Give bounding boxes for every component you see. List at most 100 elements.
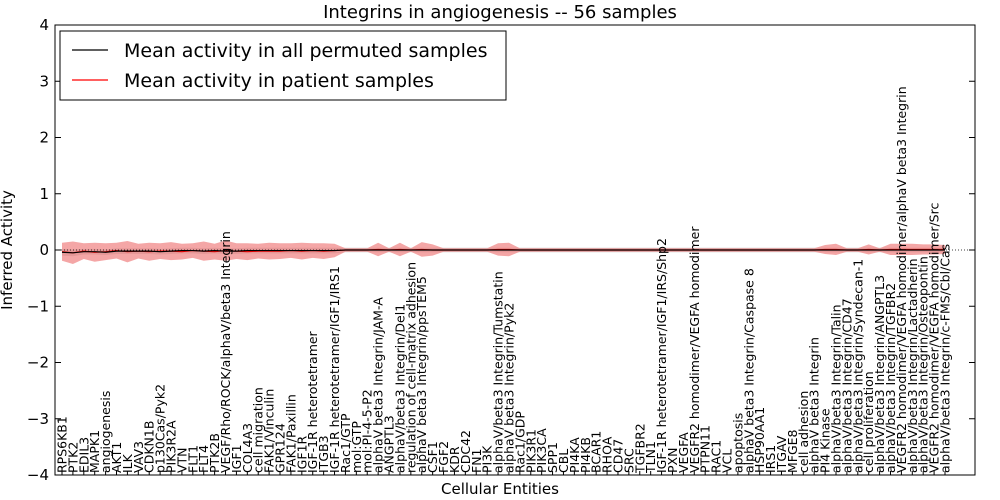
x-tick-label: GPR124 [273,423,288,473]
x-tick-label: ANGPTL3 [382,415,397,473]
y-tick-label: 2 [39,129,49,147]
x-tick-label: SRC [621,448,636,473]
confidence-bands [62,240,945,265]
x-tick-label: IRS1 [763,445,778,473]
x-tick-label: FGF2 [436,441,451,473]
x-tick-label: cell adhesion [796,391,811,473]
x-tick-label: CBL [556,449,571,473]
x-tick-label: alphaV beta3 Integrin/Caspase 8 [741,268,756,473]
x-tick-label: CDC42 [458,430,473,473]
x-tick-label: alphaV beta3 Integrin/JAM-A [371,297,386,473]
legend-label-patient: Mean activity in patient samples [124,70,434,92]
x-tick-label: cell migration [251,387,266,473]
x-tick-label: IGF-1R heterotetramer [305,330,320,473]
x-tick-label: PTPN11 [698,425,713,473]
x-tick-label: CSF1 [425,441,440,473]
x-tick-label: RAC1 [709,440,724,473]
x-tick-label: TLN1 [643,441,658,474]
x-tick-label: FLT1 [185,445,200,473]
x-tick-label: alphaV/beta3 Integrin/Syndecan-1 [850,259,865,473]
x-tick-label: VEGF/Rho/ROCK/alphaV/beta3 Integrin [218,231,233,473]
x-tick-label: Rac1/GDP [512,411,527,473]
x-tick-label: ITGAV [774,435,789,473]
x-tick-label: PI4 Kinase [818,408,833,473]
x-tick-label: PI4KA [567,437,582,473]
x-tick-label: FAK1/Paxillin [283,394,298,473]
x-tick-label: PXN [665,448,680,473]
x-tick-label: IGF-1R heterotetramer/IGF1/IRS/Shp2 [654,238,669,473]
x-tick-label: alphaV/beta3 Integrin/Talin [828,305,843,474]
x-tick-label: Rac1/GTP [338,413,353,473]
y-tick-label: 1 [39,185,49,203]
x-tick-label: COL4A3 [240,423,255,473]
permuted-mean-line [61,249,945,254]
x-tick-label: mol:GTP [349,421,364,473]
x-tick-label: PI3K [480,445,495,473]
x-tick-label: FAK1/Vinculin [262,389,277,473]
x-tick-label: VTN [174,447,189,473]
x-tick-label: VEGFR2 homodimer/VEGFA homodimer [687,226,702,473]
y-tick-label: 0 [39,241,49,259]
x-tick-label: alphaV/beta3 Integrin/Tumstatin [491,271,506,473]
x-tick-label: alphaV/beta3 Integrin/Osteopontin [916,256,931,473]
plot-frame [54,24,976,476]
x-tick-label: MAPK1 [87,430,102,473]
x-tick-label: mol:PI-4-5-P2 [360,389,375,473]
x-tick-label: MFGE8 [785,429,800,473]
x-tick-label: RHOA [600,436,615,473]
x-tick-label: alphaV/beta3 Integrin/ANGPTL3 [872,275,887,473]
x-tick-label: alphaV/beta3 Integrin/Lactadherin [905,258,920,473]
x-tick-label: EDIL3 [76,437,91,473]
x-tick-label: PIK3CA [534,428,549,473]
y-tick-label: 4 [39,16,49,34]
series-lines [61,248,945,254]
x-tick-label: IGF1 [229,444,244,473]
x-tick-label: p130Cas/Pyk2 [153,384,168,473]
patient-band [62,240,945,265]
x-tick-label: alphaV beta3 Integrin [807,337,822,473]
x-tick-label: AKT1 [109,442,124,473]
x-tick-label: VEGFR2 homodimer/VEGFA homodimer/Src [927,203,942,473]
x-tick-label: IGF-1R heterotetramer/IGF1/IRS1 [327,266,342,473]
x-tick-label: apoptosis [730,413,745,473]
x-tick-label: PI4KB [578,437,593,473]
x-tick-label: VCL [719,449,734,473]
y-tick-label: −1 [27,297,49,315]
x-tick-label: CDKN1B [142,421,157,473]
x-tick-label: VAV3 [131,441,146,473]
x-tick-label: FN1 [469,449,484,474]
y-tick-label: 3 [39,72,49,90]
x-tick-label: PIK3R2A [164,420,179,473]
x-tick-label: TGFBR2 [632,423,647,474]
x-axis-label: Cellular Entities [441,480,559,498]
x-tick-label: PTK2 [65,442,80,473]
y-tick-label: −4 [27,466,49,484]
legend-label-permuted: Mean activity in all permuted samples [124,40,487,62]
y-tick-label: −3 [27,410,49,428]
chart-title: Integrins in angiogenesis -- 56 samples [323,2,677,23]
x-tick-label: ITGB3 [316,435,331,473]
x-tick-label: alphaV/beta3 Integrin/Del1 [392,304,407,473]
x-tick-labels: RPS6KB1PTK2EDIL3MAPK1angiogenesisAKT1ILK… [55,86,953,474]
legend-box [59,30,507,101]
x-tick-label: alphaV/beta3 Integrin/TGFBR2 [883,283,898,473]
x-tick-label: alphaV beta3 Integrin/ppsTEM5 [414,276,429,473]
x-tick-label: regulation of cell-matrix adhesion [403,262,418,473]
x-tick-label: alphaV beta3 Integrin/Pyk2 [501,303,516,473]
x-tick-label: BCAR1 [589,431,604,473]
x-tick-label: CD47 [610,439,625,473]
x-tick-label: PIK3R1 [523,429,538,473]
x-tick-label: HSP90AA1 [752,407,767,473]
x-tick-label: KDR [447,446,462,473]
x-tick-label: IGF1R [294,435,309,473]
x-tick-label: RPS6KB1 [55,416,70,473]
x-tick-label: angiogenesis [98,391,113,473]
y-axis-label: Inferred Activity [0,190,16,310]
x-tick-label: VEGFA [676,432,691,473]
x-tick-label: cell proliferation [861,371,876,473]
x-tick-label: PTK2B [207,433,222,473]
x-tick-label: alphaV/beta3 Integrin/c-FMS/Cbl/Cas [938,244,953,473]
legend: Mean activity in all permuted samples Me… [59,30,507,101]
x-tick-label: alphaV/beta3 Integrin/CD47 [839,298,854,473]
